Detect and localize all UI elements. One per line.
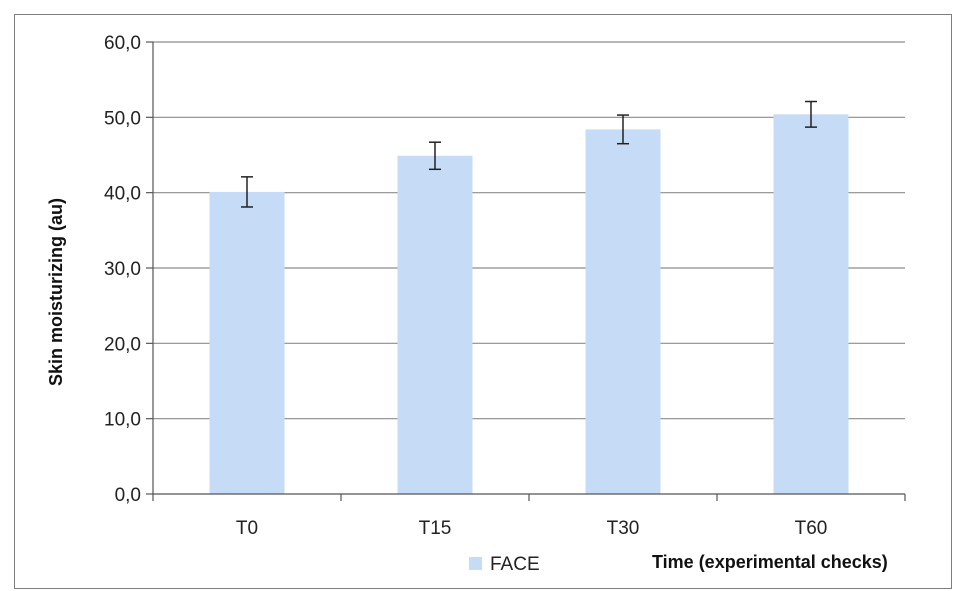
legend-swatch-face [469, 557, 482, 570]
x-tick-label: T15 [419, 518, 452, 539]
bar-t30 [585, 129, 661, 495]
x-tick-labels: T0 T15 T30 T60 [236, 518, 827, 539]
y-tick-label: 20,0 [104, 334, 141, 355]
x-axis-title: Time (experimental checks) [652, 552, 888, 572]
y-axis-title: Skin moisturizing (au) [46, 198, 66, 386]
bar-t15 [397, 155, 473, 494]
error-bars [241, 100, 817, 208]
bars [209, 114, 849, 495]
x-tick-label: T0 [236, 518, 258, 539]
y-tick-label: 60,0 [104, 33, 141, 54]
axes [146, 41, 906, 501]
y-tick-label: 30,0 [104, 259, 141, 280]
y-tick-label: 0,0 [115, 485, 141, 506]
legend-label-face: FACE [490, 554, 540, 575]
bar-t60 [773, 114, 849, 494]
y-tick-label: 40,0 [104, 184, 141, 205]
y-tick-labels: 0,0 10,0 20,0 30,0 40,0 50,0 60,0 [104, 33, 141, 506]
y-tick-label: 50,0 [104, 108, 141, 129]
bar-t0 [209, 191, 285, 494]
x-tick-label: T30 [607, 518, 640, 539]
x-tick-label: T60 [795, 518, 828, 539]
y-tick-label: 10,0 [104, 410, 141, 431]
